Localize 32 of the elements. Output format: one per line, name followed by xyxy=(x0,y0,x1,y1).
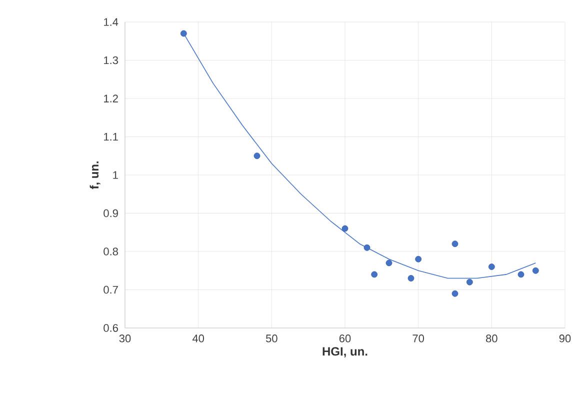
x-tick-label: 80 xyxy=(486,334,498,342)
x-tick-label: 30 xyxy=(119,334,131,342)
point xyxy=(415,256,422,262)
point xyxy=(364,244,370,251)
point xyxy=(452,240,458,248)
y-tick-label: 1.3 xyxy=(104,56,118,64)
y-tick-label: 1 xyxy=(113,171,118,179)
point xyxy=(488,264,495,270)
x-tick-label: 60 xyxy=(339,334,351,342)
y-tick-label: 1.1 xyxy=(104,132,118,141)
y-tick-label: 1.4 xyxy=(104,18,118,26)
point xyxy=(386,260,392,266)
point xyxy=(532,267,539,274)
point xyxy=(518,271,524,278)
y-tick-label: 0.6 xyxy=(104,324,118,332)
point xyxy=(254,152,260,160)
y-tick-label: 0.7 xyxy=(104,286,118,294)
x-tick-label: 40 xyxy=(192,334,204,342)
y-axis-title: f, un. xyxy=(90,161,100,190)
point xyxy=(408,275,414,282)
y-tick-label: 0.9 xyxy=(104,209,118,218)
point xyxy=(371,271,378,278)
y-tick-label: 0.8 xyxy=(104,248,118,256)
y-tick-label: 1.2 xyxy=(104,94,118,102)
x-tick-label: 50 xyxy=(266,334,278,342)
x-axis-title: HGI, un. xyxy=(322,347,368,358)
point xyxy=(466,278,473,286)
x-tick-label: 70 xyxy=(412,334,424,342)
point xyxy=(452,290,458,297)
point xyxy=(180,30,187,37)
point xyxy=(342,225,348,232)
x-tick-label: 90 xyxy=(559,334,571,342)
